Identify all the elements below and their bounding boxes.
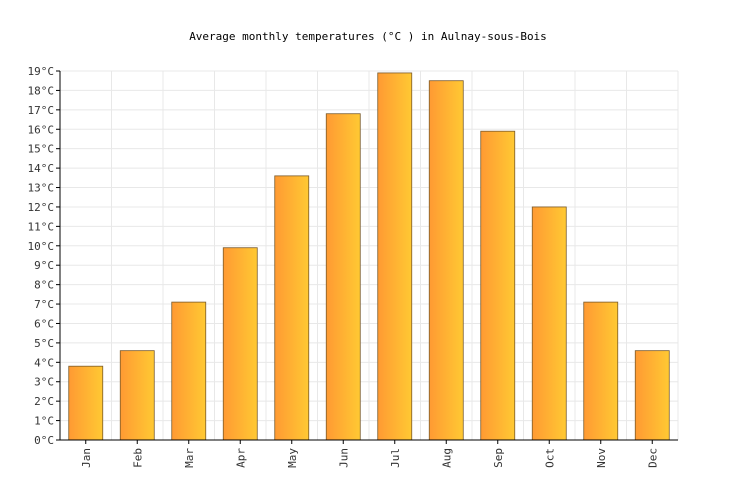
y-tick-label: 18°C	[28, 84, 55, 97]
bar-dec	[634, 350, 670, 441]
y-tick-label: 15°C	[28, 143, 55, 156]
y-tick-label: 5°C	[34, 337, 54, 350]
bar-jul	[377, 72, 413, 441]
y-tick-label: 16°C	[28, 123, 55, 136]
x-tick-label: Jul	[389, 448, 402, 468]
bar-apr	[222, 247, 258, 441]
x-axis-ticks: Jan Feb Mar Apr May Jun Jul Aug Sep Oct Nov Dec	[80, 440, 659, 468]
x-tick-label: Apr	[234, 448, 247, 468]
y-tick-label: 7°C	[34, 298, 54, 311]
x-tick-label: Sep	[492, 448, 505, 468]
y-axis-ticks: 0°C 1°C 2°C 3°C 4°C 5°C 6°C 7°C 8°C 9°C 10°C 11°C 12…	[28, 65, 60, 447]
grid-lines	[59, 70, 679, 441]
y-tick-label: 6°C	[34, 317, 54, 330]
y-tick-label: 13°C	[28, 182, 55, 195]
x-tick-label: Oct	[543, 448, 556, 468]
bar-aug	[428, 80, 464, 441]
bar-nov	[583, 301, 619, 441]
x-tick-label: Nov	[595, 448, 608, 468]
x-tick-label: Jan	[80, 448, 93, 468]
x-tick-label: May	[286, 448, 299, 468]
bars	[68, 72, 670, 441]
y-tick-label: 8°C	[34, 279, 54, 292]
chart-title: Average monthly temperatures (°C ) in Au…	[189, 30, 547, 43]
x-tick-label: Feb	[131, 448, 144, 468]
bar-sep	[480, 130, 516, 441]
bar-feb	[119, 350, 155, 441]
y-tick-label: 17°C	[28, 104, 55, 117]
y-tick-label: 0°C	[34, 434, 54, 447]
y-tick-label: 12°C	[28, 201, 55, 214]
x-tick-label: Jun	[337, 448, 350, 468]
y-tick-label: 10°C	[28, 240, 55, 253]
bar-oct	[531, 206, 567, 441]
y-tick-label: 9°C	[34, 259, 54, 272]
y-tick-label: 11°C	[28, 220, 55, 233]
y-tick-label: 4°C	[34, 356, 54, 369]
x-tick-label: Dec	[646, 448, 659, 468]
x-tick-label: Mar	[183, 448, 196, 468]
y-tick-label: 19°C	[28, 65, 55, 78]
x-tick-label: Aug	[440, 448, 453, 468]
bar-mar	[171, 301, 207, 441]
y-tick-label: 3°C	[34, 376, 54, 389]
y-tick-label: 1°C	[34, 415, 54, 428]
bar-jun	[325, 113, 361, 441]
bar-jan	[68, 365, 104, 441]
bar-may	[274, 175, 310, 441]
y-tick-label: 2°C	[34, 395, 54, 408]
y-tick-label: 14°C	[28, 162, 55, 175]
